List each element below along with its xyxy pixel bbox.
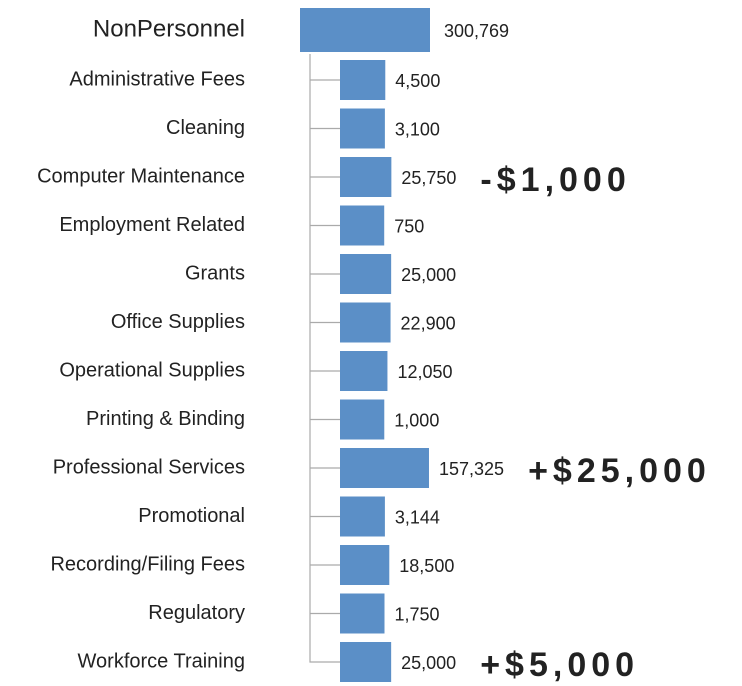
category-label: Office Supplies: [111, 311, 245, 333]
value-label: 25,000: [401, 653, 456, 673]
bar: [340, 448, 429, 488]
category-label: Computer Maintenance: [37, 165, 245, 187]
value-label: 12,050: [397, 362, 452, 382]
bar: [340, 545, 390, 585]
bar: [340, 205, 385, 246]
bar: [340, 642, 392, 682]
category-label: Promotional: [138, 505, 245, 527]
category-label: Workforce Training: [78, 650, 245, 672]
value-label: 18,500: [399, 556, 454, 576]
bar: [340, 60, 386, 100]
category-label: Regulatory: [148, 602, 245, 624]
bar: [340, 254, 392, 294]
value-label: 3,100: [395, 119, 440, 139]
category-label: Operational Supplies: [59, 359, 245, 381]
tree-line: [309, 54, 340, 663]
root-label: NonPersonnel: [93, 15, 245, 42]
value-label: 300,769: [444, 21, 509, 41]
bar: [340, 496, 385, 537]
bar: [340, 302, 391, 343]
bar: [300, 8, 430, 52]
value-label: 750: [394, 216, 424, 236]
value-label: 157,325: [439, 459, 504, 479]
value-label: 1,750: [395, 604, 440, 624]
value-label: 1,000: [394, 410, 439, 430]
bar: [340, 157, 392, 197]
category-label: Employment Related: [59, 214, 245, 236]
category-label: Administrative Fees: [69, 68, 245, 90]
category-label: Professional Services: [53, 456, 245, 478]
annotation: +$5,000: [480, 646, 639, 684]
bar: [340, 351, 388, 391]
value-label: 3,144: [395, 507, 440, 527]
value-label: 25,000: [401, 265, 456, 285]
category-label: Cleaning: [166, 117, 245, 139]
annotation: +$25,000: [528, 452, 711, 490]
bar: [340, 108, 385, 149]
category-label: Grants: [185, 262, 245, 284]
bar: [340, 399, 385, 440]
category-label: Recording/Filing Fees: [50, 553, 245, 575]
value-label: 4,500: [395, 71, 440, 91]
category-label: Printing & Binding: [86, 408, 245, 430]
annotation: -$1,000: [480, 161, 630, 199]
value-label: 25,750: [401, 168, 456, 188]
bar: [340, 593, 385, 634]
value-label: 22,900: [401, 313, 456, 333]
